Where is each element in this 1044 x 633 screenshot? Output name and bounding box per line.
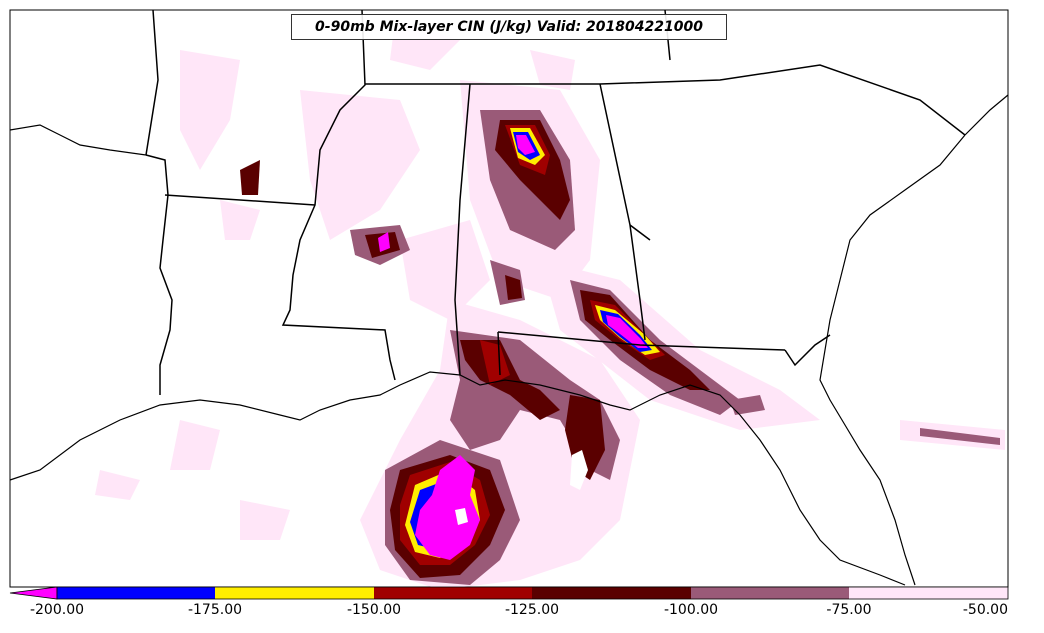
- map-title: 0-90mb Mix-layer CIN (J/kg) Valid: 20180…: [291, 14, 727, 40]
- colorbar-frame: [56, 586, 1009, 600]
- colorbar-tick-label: -150.00: [346, 602, 402, 618]
- colorbar-bin-2: [215, 587, 374, 599]
- colorbar: [9, 586, 1009, 600]
- colorbar-bin-6: [849, 587, 1008, 599]
- colorbar-tick-label: -100.00: [663, 602, 719, 618]
- colorbar-tick-label: -75.00: [826, 602, 872, 618]
- colorbar-tick-label: -125.00: [504, 602, 560, 618]
- colorbar-bin-1: [57, 587, 215, 599]
- colorbar-bin-3: [374, 587, 532, 599]
- colorbar-tick-label: -200.00: [29, 602, 85, 618]
- colorbar-tick-label: -50.00: [962, 602, 1008, 618]
- colorbar-extend-triangle: [9, 586, 58, 600]
- coastline: [9, 94, 1009, 586]
- state-boundaries: [145, 9, 966, 395]
- cin-fill-layer: [95, 20, 1005, 590]
- colorbar-tick-label: -175.00: [187, 602, 243, 618]
- colorbar-bin-4: [532, 587, 691, 599]
- colorbar-bin-5: [691, 587, 849, 599]
